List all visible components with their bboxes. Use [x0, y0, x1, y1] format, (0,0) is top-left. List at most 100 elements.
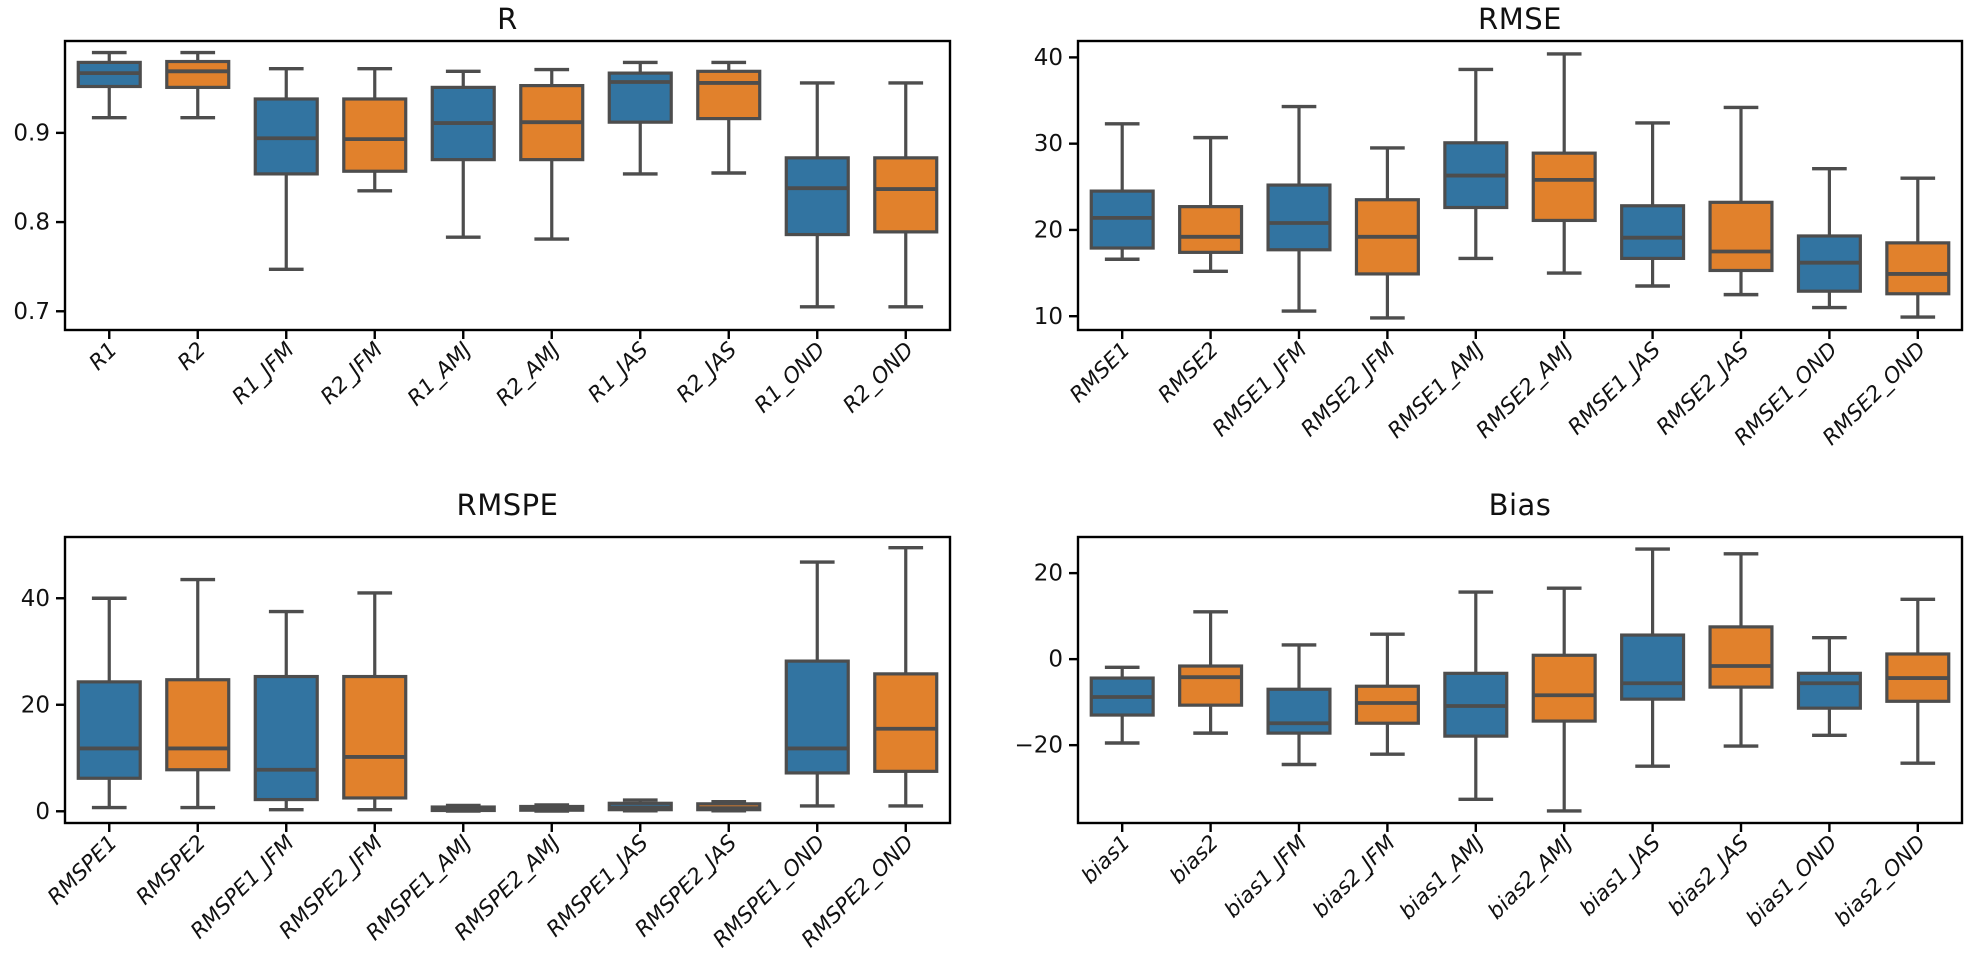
x-tick-label-bias1_OND: bias1_OND: [1742, 831, 1843, 932]
x-axis: bias1 bias2bias1_JFMbias2_JFMbias1_AMJbia…: [1077, 823, 1931, 932]
x-tick-label-R1_JFM: R1_JFM: [228, 338, 300, 410]
box-bias1_OND: [1796, 635, 1862, 737]
y-tick-label: 0.8: [13, 210, 50, 236]
plot-border: [1076, 39, 1964, 332]
x-tick-label-R2: R2: [173, 338, 211, 376]
box-RMSPE2_OND: [873, 545, 939, 808]
box-RMSPE1: [76, 596, 142, 810]
box-RMSE1_JAS: [1620, 121, 1686, 288]
box-RMSE1_AMJ: [1443, 67, 1509, 261]
box-bias1_AMJ: [1443, 590, 1509, 802]
y-tick-label: 20: [21, 692, 50, 718]
box-R1_JFM: [253, 66, 319, 272]
box-RMSPE1_JAS: [607, 798, 673, 813]
panel-rmspe-plot: 0 20 40 RMSPE1 RMSPE2RMSPE1_JFMRMSPE2_JFMRMS…: [21, 535, 952, 953]
box-R2: [165, 50, 231, 120]
plot-border: [63, 39, 952, 332]
plot-border: [63, 535, 952, 825]
box-RMSE2: [1178, 135, 1244, 274]
x-tick-label-bias2_OND: bias2_OND: [1830, 831, 1931, 932]
y-axis: −20 0 20: [1014, 561, 1078, 759]
y-tick-label: −20: [1014, 733, 1063, 759]
x-tick-label-bias2_JFM: bias2_JFM: [1308, 831, 1400, 923]
box-R2_OND: [873, 81, 939, 309]
y-tick-label: 0.9: [13, 120, 50, 146]
box-RMSE1_JFM: [1266, 104, 1332, 313]
box-bias1_JAS: [1620, 547, 1686, 768]
box-RMSE2_JFM: [1354, 146, 1420, 320]
x-tick-label-R2_OND: R2_OND: [838, 338, 919, 419]
box-bias2_OND: [1885, 597, 1951, 765]
x-axis: RMSPE1 RMSPE2RMSPE1_JFMRMSPE2_JFMRMSPE1_A…: [43, 823, 919, 953]
box-RMSE2_OND: [1885, 176, 1951, 319]
x-tick-label-RMSE2_AMJ: RMSE2_AMJ: [1472, 338, 1578, 444]
x-tick-label-bias1_JAS: bias1_JAS: [1575, 831, 1666, 922]
y-tick-label: 40: [21, 586, 50, 612]
box-bias2_AMJ: [1531, 586, 1597, 813]
box-RMSPE1_AMJ: [430, 803, 496, 813]
box-bias2_JAS: [1708, 552, 1774, 748]
box-RMSE1_OND: [1796, 166, 1862, 310]
box-RMSE2_AMJ: [1531, 52, 1597, 275]
x-tick-label-bias2_JAS: bias2_JAS: [1664, 831, 1755, 922]
x-tick-label-bias2_AMJ: bias2_AMJ: [1483, 831, 1577, 925]
box-R1_OND: [784, 81, 850, 309]
x-tick-label-R2_JAS: R2_JAS: [672, 338, 742, 408]
x-tick-label-R1: R1: [85, 338, 123, 376]
box-RMSE1: [1089, 122, 1155, 261]
x-tick-label-R1_JAS: R1_JAS: [583, 338, 653, 408]
box-RMSPE1_JFM: [253, 609, 319, 812]
y-tick-label: 20: [1034, 561, 1063, 587]
box-bias2_JFM: [1354, 632, 1420, 756]
y-tick-label: 40: [1034, 45, 1063, 71]
box-R2_AMJ: [519, 67, 585, 241]
x-tick-label-bias1_JFM: bias1_JFM: [1220, 831, 1312, 923]
x-axis: R1 R2 R1_JFM R2_JFM R1_AMJ R2_AMJ R1_JAS R2_JAS…: [85, 330, 919, 418]
panel-r-plot: 0.7 0.8 0.9 R1 R2 R1_JFM R2_JFM R1_AMJ R2_AMJ R1_…: [13, 39, 952, 418]
x-tick-label-bias1: bias1: [1077, 831, 1135, 889]
x-axis: RMSE1 RMSE2RMSE1_JFMRMSE2_JFMRMSE1_AMJRMS…: [1065, 330, 1931, 451]
box-R2_JAS: [696, 60, 762, 175]
panel-title-r: R: [497, 2, 518, 36]
box-R1: [76, 50, 142, 120]
plot-border: [1076, 535, 1964, 825]
y-tick-label: 0: [35, 799, 50, 825]
x-tick-label-R2_AMJ: R2_AMJ: [491, 338, 565, 412]
y-tick-label: 0.7: [13, 299, 50, 325]
y-axis: 0 20 40: [21, 586, 65, 825]
y-axis: 10 20 30 40: [1034, 45, 1078, 330]
y-tick-label: 0: [1048, 647, 1063, 673]
x-tick-label-R1_OND: R1_OND: [750, 338, 831, 419]
x-tick-label-bias2: bias2: [1165, 831, 1223, 889]
panel-title-rmse: RMSE: [1478, 2, 1562, 36]
x-tick-label-RMSE2: RMSE2: [1154, 338, 1224, 408]
y-axis: 0.7 0.8 0.9: [13, 120, 65, 325]
box-RMSPE2_JFM: [342, 591, 408, 812]
box-bias1_JFM: [1266, 643, 1332, 767]
box-RMSE2_JAS: [1708, 105, 1774, 297]
box-RMSPE2: [165, 577, 231, 810]
box-R1_JAS: [607, 60, 673, 176]
panel-title-bias: Bias: [1488, 488, 1552, 522]
x-tick-label-RMSE1: RMSE1: [1065, 338, 1135, 408]
box-RMSPE2_AMJ: [519, 803, 585, 813]
y-tick-label: 30: [1034, 131, 1063, 157]
box-RMSPE1_OND: [784, 560, 850, 808]
x-tick-label-RMSPE2: RMSPE2: [132, 831, 211, 910]
x-tick-label-RMSE1_JFM: RMSE1_JFM: [1208, 338, 1312, 442]
y-tick-label: 10: [1034, 304, 1063, 330]
x-tick-label-R1_AMJ: R1_AMJ: [403, 338, 477, 412]
box-R2_JFM: [342, 66, 408, 193]
box-bias1: [1089, 665, 1155, 745]
x-tick-label-bias1_AMJ: bias1_AMJ: [1395, 831, 1489, 925]
panel-title-rmspe: RMSPE: [456, 488, 559, 522]
x-tick-label-RMSPE1: RMSPE1: [43, 831, 122, 910]
x-tick-label-RMSE1_JAS: RMSE1_JAS: [1563, 338, 1665, 440]
box-bias2: [1178, 610, 1244, 735]
box-R1_AMJ: [430, 69, 496, 239]
x-tick-label-R2_JFM: R2_JFM: [316, 338, 388, 410]
y-tick-label: 20: [1034, 218, 1063, 244]
